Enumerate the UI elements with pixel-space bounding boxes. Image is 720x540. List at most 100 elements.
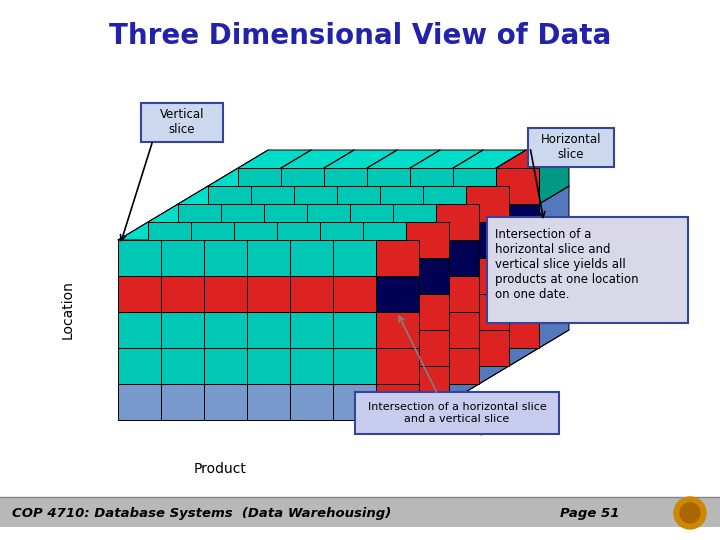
Polygon shape (307, 276, 350, 312)
Polygon shape (238, 168, 281, 204)
Polygon shape (281, 168, 324, 204)
Polygon shape (294, 294, 337, 330)
Polygon shape (380, 186, 423, 222)
Polygon shape (453, 168, 496, 204)
Text: Vertical
slice: Vertical slice (160, 108, 204, 136)
Text: Page 51: Page 51 (560, 507, 619, 519)
Polygon shape (118, 150, 311, 240)
Polygon shape (337, 294, 380, 330)
Polygon shape (466, 186, 509, 222)
Polygon shape (419, 186, 569, 312)
Polygon shape (410, 168, 453, 204)
Polygon shape (363, 330, 406, 366)
FancyBboxPatch shape (141, 103, 223, 142)
Polygon shape (178, 240, 221, 276)
Polygon shape (281, 240, 324, 276)
Polygon shape (161, 312, 204, 348)
Polygon shape (221, 240, 264, 276)
Polygon shape (234, 222, 277, 258)
Text: Location: Location (61, 281, 75, 340)
Polygon shape (251, 222, 294, 258)
Polygon shape (204, 384, 247, 420)
Polygon shape (238, 312, 281, 348)
Text: COP 4710: Database Systems  (Data Warehousing): COP 4710: Database Systems (Data Warehou… (12, 507, 391, 519)
Polygon shape (367, 276, 410, 312)
Polygon shape (191, 258, 234, 294)
Polygon shape (204, 150, 397, 240)
Circle shape (680, 503, 700, 523)
Polygon shape (264, 348, 307, 384)
Polygon shape (367, 240, 410, 276)
Polygon shape (393, 312, 436, 348)
Polygon shape (376, 312, 419, 348)
Polygon shape (350, 240, 393, 276)
Polygon shape (191, 366, 234, 402)
Polygon shape (251, 258, 294, 294)
Polygon shape (410, 204, 453, 240)
Polygon shape (178, 348, 221, 384)
Polygon shape (264, 240, 307, 276)
Polygon shape (251, 330, 294, 366)
Polygon shape (307, 204, 350, 240)
FancyBboxPatch shape (528, 128, 614, 167)
Polygon shape (436, 204, 479, 240)
Polygon shape (238, 276, 281, 312)
Polygon shape (376, 384, 419, 420)
Polygon shape (324, 240, 367, 276)
Polygon shape (453, 276, 496, 312)
Polygon shape (320, 366, 363, 402)
Polygon shape (324, 276, 367, 312)
Polygon shape (234, 294, 277, 330)
Polygon shape (380, 330, 423, 366)
Polygon shape (290, 150, 483, 240)
Polygon shape (234, 330, 277, 366)
Polygon shape (247, 276, 290, 312)
Text: Intersection of a horizontal slice
and a vertical slice: Intersection of a horizontal slice and a… (368, 402, 546, 424)
Polygon shape (436, 276, 479, 312)
Polygon shape (204, 240, 247, 276)
Polygon shape (453, 312, 496, 348)
Polygon shape (367, 168, 410, 204)
Polygon shape (247, 312, 290, 348)
Polygon shape (290, 312, 333, 348)
Polygon shape (178, 204, 221, 240)
Polygon shape (337, 222, 380, 258)
Polygon shape (333, 276, 376, 312)
Polygon shape (333, 348, 376, 384)
Polygon shape (406, 294, 449, 330)
FancyBboxPatch shape (355, 392, 559, 434)
Polygon shape (191, 330, 234, 366)
Polygon shape (204, 348, 247, 384)
Polygon shape (466, 294, 509, 330)
Polygon shape (453, 240, 496, 276)
Text: Three Dimensional View of Data: Three Dimensional View of Data (109, 22, 611, 50)
Polygon shape (208, 258, 251, 294)
Polygon shape (290, 348, 333, 384)
Polygon shape (363, 222, 406, 258)
Polygon shape (204, 276, 247, 312)
Polygon shape (238, 240, 281, 276)
Polygon shape (247, 348, 290, 384)
Polygon shape (393, 204, 436, 240)
Polygon shape (148, 330, 191, 366)
Polygon shape (436, 240, 479, 276)
Polygon shape (324, 168, 367, 204)
Polygon shape (410, 312, 453, 348)
Polygon shape (148, 222, 191, 258)
Polygon shape (234, 366, 277, 402)
Polygon shape (367, 312, 410, 348)
Polygon shape (178, 276, 221, 312)
Polygon shape (367, 204, 410, 240)
Text: Intersection of a
horizontal slice and
vertical slice yields all
products at one: Intersection of a horizontal slice and v… (495, 228, 639, 301)
Polygon shape (277, 222, 320, 258)
Polygon shape (178, 312, 221, 348)
Polygon shape (320, 330, 363, 366)
Polygon shape (337, 258, 380, 294)
FancyBboxPatch shape (487, 217, 688, 323)
Polygon shape (419, 222, 569, 348)
Polygon shape (363, 366, 406, 402)
Polygon shape (281, 276, 324, 312)
Polygon shape (161, 348, 204, 384)
Polygon shape (333, 312, 376, 348)
Polygon shape (320, 222, 363, 258)
